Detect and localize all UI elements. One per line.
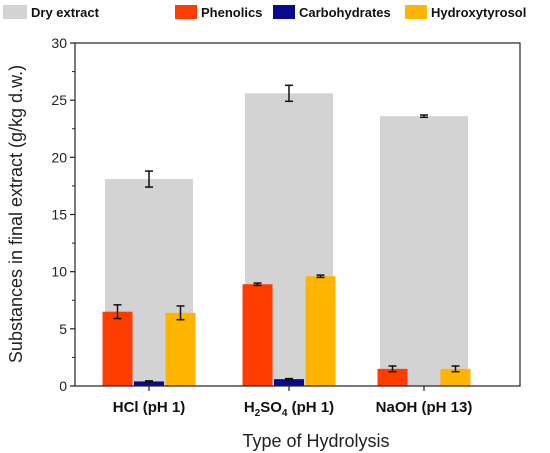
legend: Dry extract Phenolics Carbohydrates Hydroxy… [3,5,526,20]
y-tick-label: 30 [51,35,67,51]
bar-carbohydrates [134,381,164,386]
x-categories: HCl (pH 1) H2SO4 (pH 1) NaOH (pH 13) [113,386,473,419]
legend-label: Dry extract [31,5,100,20]
x-category-label: HCl (pH 1) [113,399,186,416]
error-bars [113,84,460,383]
legend-label: Carbohydrates [299,5,391,20]
bar-dry-extract [380,116,468,386]
y-tick-label: 15 [51,207,67,223]
bar-phenolics [377,368,408,386]
y-axis-title: Substances in final extract (g/kg d.w.) [6,65,26,363]
bar-hydroxytyrosol [165,312,196,386]
legend-swatch [3,5,27,19]
legend-label: Hydroxytyrosol [431,5,526,20]
bar-hydroxytyrosol [440,368,471,386]
legend-swatch [273,5,295,19]
y-ticks: 0 5 10 15 20 25 30 [51,35,75,394]
bar-carbohydrates [274,379,304,386]
legend-swatch [175,5,197,19]
y-tick-label: 10 [51,264,67,280]
bars [102,93,471,386]
x-category-label: H2SO4 (pH 1) [244,399,334,419]
legend-swatch [405,5,427,19]
bar-hydroxytyrosol [305,276,336,386]
bar-phenolics [102,311,133,386]
bar-phenolics [242,284,273,386]
x-axis-title: Type of Hydrolysis [242,431,389,451]
y-tick-label: 5 [59,321,67,337]
x-category-label: NaOH (pH 13) [376,399,473,416]
y-tick-label: 25 [51,92,67,108]
y-tick-label: 20 [51,149,67,165]
y-tick-label: 0 [59,378,67,394]
legend-label: Phenolics [201,5,262,20]
